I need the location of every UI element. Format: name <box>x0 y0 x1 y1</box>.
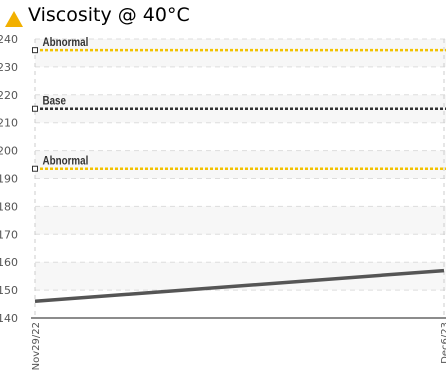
y-tick-label: 240 <box>0 33 18 46</box>
reference-marker <box>32 165 38 172</box>
chart-title: Viscosity @ 40°C <box>28 4 190 26</box>
reference-label: Abnormal <box>42 155 88 168</box>
y-tick-label: 150 <box>0 284 18 297</box>
reference-label: Abnormal <box>42 36 88 49</box>
y-tick-labels: 140 150 160 170 180 190 200 210 220 230 240 <box>0 33 18 325</box>
y-tick-label: 180 <box>0 200 18 213</box>
warning-triangle-icon <box>5 11 23 27</box>
reference-marker <box>32 47 38 54</box>
y-tick-label: 200 <box>0 145 18 158</box>
x-tick-labels: Nov29/22 Dec6/23 <box>31 322 446 370</box>
y-tick-label: 170 <box>0 228 18 241</box>
y-tick-label: 230 <box>0 61 18 74</box>
plot-band <box>35 39 446 67</box>
grid-lines <box>34 38 446 318</box>
plot-bands <box>35 39 446 291</box>
reference-label: Base <box>42 95 66 108</box>
y-tick-label: 140 <box>0 312 18 325</box>
reference-marker <box>32 105 38 112</box>
reference-lines: Abnormal Base Abnormal <box>32 36 446 172</box>
chart-header: Viscosity @ 40°C <box>0 0 446 32</box>
y-tick-label: 190 <box>0 173 18 186</box>
x-tick-label: Nov29/22 <box>31 322 42 370</box>
y-tick-label: 220 <box>0 89 18 102</box>
y-tick-label: 160 <box>0 256 18 269</box>
data-series <box>34 268 445 304</box>
plot-band <box>35 150 446 179</box>
x-tick-label: Dec6/23 <box>440 322 446 364</box>
plot-band <box>35 206 446 235</box>
y-tick-label: 210 <box>0 117 18 130</box>
series-line <box>34 268 445 304</box>
